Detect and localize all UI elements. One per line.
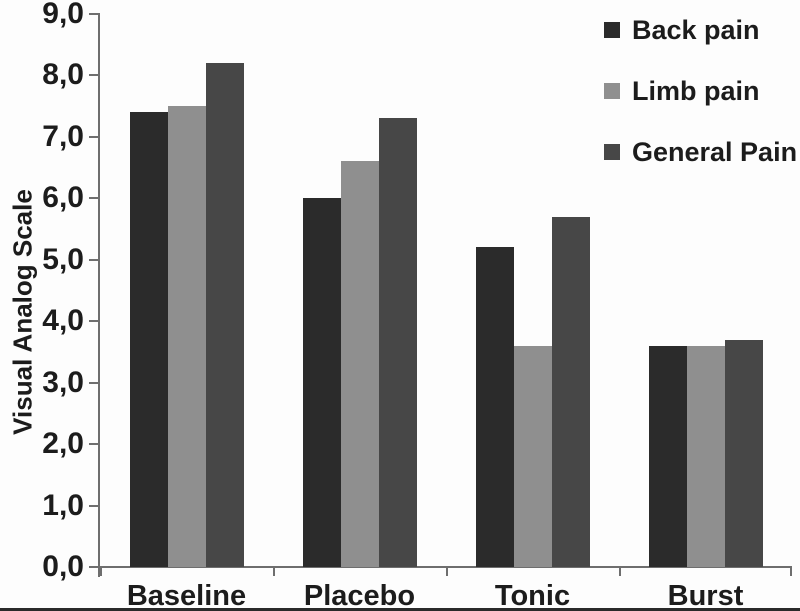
x-tick <box>273 567 275 576</box>
legend-swatch-icon <box>604 83 620 99</box>
x-tick <box>100 567 102 576</box>
y-tick <box>89 135 98 138</box>
y-tick <box>89 258 98 261</box>
legend-item-general-pain: General Pain <box>604 136 798 167</box>
x-category-label-placebo: Placebo <box>303 580 416 611</box>
legend: Back pain Limb pain General Pain <box>604 14 798 199</box>
x-category-label-baseline: Baseline <box>126 580 247 611</box>
y-tick <box>89 381 98 384</box>
bar-back-pain-tonic <box>475 247 514 567</box>
legend-label: Limb pain <box>632 75 760 106</box>
y-tick-label: 8,0 <box>42 58 84 92</box>
x-tick <box>446 567 448 576</box>
y-tick <box>89 504 98 507</box>
y-tick-label: 4,0 <box>42 304 84 338</box>
legend-swatch-icon <box>604 22 620 38</box>
x-tick <box>619 567 621 576</box>
figure-bottom-border <box>0 608 800 611</box>
y-tick-label: 1,0 <box>42 488 84 522</box>
y-tick-label: 6,0 <box>42 181 84 215</box>
y-tick <box>89 443 98 446</box>
y-axis-line <box>98 13 100 577</box>
y-tick-label: 7,0 <box>42 119 84 153</box>
bar-back-pain-placebo <box>302 198 341 567</box>
y-tick <box>89 566 98 568</box>
x-category-label-tonic: Tonic <box>494 580 571 611</box>
bar-back-pain-burst <box>648 345 687 567</box>
y-tick <box>89 13 98 15</box>
bar-back-pain-baseline <box>129 112 168 567</box>
bar-limb-pain-placebo <box>340 161 379 567</box>
bar-limb-pain-burst <box>686 345 725 567</box>
legend-item-limb-pain: Limb pain <box>604 75 797 106</box>
plot-area: 0,0 1,0 2,0 3,0 4,0 5,0 6,0 7,0 8,0 9,0 Baseline Pl… <box>42 0 792 611</box>
legend-label: Back pain <box>632 14 760 45</box>
y-tick <box>89 74 98 77</box>
bar-general-pain-burst <box>724 339 763 567</box>
x-category-label-burst: Burst <box>667 580 744 611</box>
y-tick <box>89 320 98 323</box>
legend-label: General Pain <box>632 136 798 167</box>
y-tick-label: 2,0 <box>42 427 84 461</box>
x-tick <box>790 567 792 576</box>
bar-limb-pain-tonic <box>513 345 552 567</box>
y-tick-label: 3,0 <box>42 365 84 399</box>
legend-swatch-icon <box>604 144 620 160</box>
x-axis-line <box>89 566 792 568</box>
bar-limb-pain-baseline <box>167 106 206 567</box>
y-tick-label: 0,0 <box>42 550 84 583</box>
bar-general-pain-placebo <box>378 118 417 567</box>
legend-item-back-pain: Back pain <box>604 14 797 45</box>
y-tick <box>89 197 98 200</box>
bar-general-pain-tonic <box>551 216 590 567</box>
bar-general-pain-baseline <box>205 63 244 567</box>
y-tick-label: 5,0 <box>42 242 84 276</box>
y-tick-label: 9,0 <box>42 0 84 30</box>
